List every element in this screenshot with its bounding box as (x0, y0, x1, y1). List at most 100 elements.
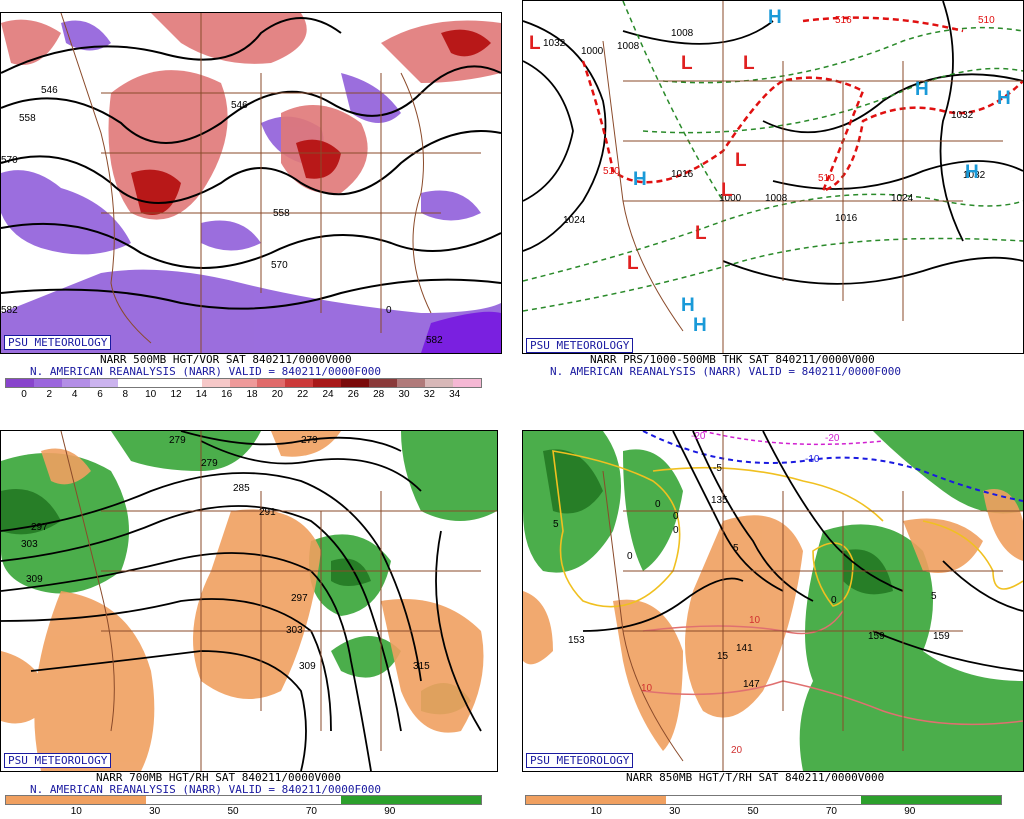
isobar-label: 1008 (617, 41, 640, 52)
colorbar-swatch (201, 379, 230, 387)
map-mslp-thickness: 1032 1000 1008 1008 1024 1016 1000 1008 … (522, 0, 1024, 354)
contour-label: 309 (26, 574, 43, 585)
colorbar-tick-label: 90 (384, 806, 396, 817)
low-pressure-center: L (743, 53, 755, 74)
colorbar-swatch (313, 379, 342, 387)
colorbar (525, 795, 1002, 805)
colorbar-swatch (665, 796, 694, 804)
colorbar-tick-label: 90 (904, 806, 916, 817)
contour-label: 297 (31, 522, 48, 533)
isobar-label: 1032 (543, 38, 566, 49)
temp-label: 10 (641, 683, 653, 694)
height-label: 159 (868, 631, 885, 642)
temp-label: 0 (627, 551, 633, 562)
colorbar-tick-label: 10 (145, 389, 157, 400)
contour-label: 570 (1, 155, 18, 166)
colorbar (5, 795, 482, 805)
temp-label: 20 (731, 745, 743, 756)
colorbar-tick-label: 50 (227, 806, 239, 817)
high-pressure-center: H (681, 295, 695, 316)
colorbar-swatch (553, 796, 582, 804)
height-label: 147 (743, 679, 760, 690)
colorbar-swatch (973, 796, 1001, 804)
colorbar-swatch (369, 796, 398, 804)
colorbar-swatch (89, 796, 118, 804)
low-pressure-center: L (627, 253, 639, 274)
isobar-label: 1016 (671, 169, 694, 180)
colorbar-swatch (285, 796, 314, 804)
colorbar-tick-label: 14 (195, 389, 207, 400)
temp-label: 5 (553, 519, 559, 530)
colorbar-swatch (889, 796, 918, 804)
colorbar-swatch (833, 796, 862, 804)
colorbar-swatch (526, 796, 554, 804)
colorbar-tick-label: 0 (21, 389, 27, 400)
contour-label: 315 (413, 661, 430, 672)
psu-meteorology-badge: PSU METEOROLOGY (4, 753, 112, 768)
colorbar-swatch (425, 379, 453, 387)
colorbar-swatch (637, 796, 666, 804)
thickness-label: 510 (818, 173, 835, 184)
colorbar-tick-label: 32 (423, 389, 435, 400)
high-pressure-center: H (768, 7, 782, 28)
colorbar-swatch (749, 796, 778, 804)
colorbar-swatch (453, 379, 481, 387)
colorbar-swatch (917, 796, 946, 804)
colorbar-tick-label: 6 (97, 389, 103, 400)
colorbar-ticks: 10 30 50 70 90 (525, 806, 1000, 818)
colorbar-ticks: 10 30 50 70 90 (5, 806, 480, 818)
contour-label: 279 (301, 435, 318, 446)
colorbar-swatch (777, 796, 806, 804)
contour-label: 303 (286, 625, 303, 636)
contour-label: 279 (169, 435, 186, 446)
temp-label: 0 (673, 525, 679, 536)
colorbar-tick-label: 30 (669, 806, 681, 817)
colorbar-swatch (61, 796, 90, 804)
high-pressure-center: H (915, 79, 929, 100)
high-pressure-center: H (633, 169, 647, 190)
contour-label: 0 (386, 305, 392, 316)
temp-label: 5 (733, 543, 739, 554)
colorbar-swatch (33, 796, 62, 804)
panel-caption: NARR 500MB HGT/VOR SAT 840211/0000V000 (100, 353, 352, 366)
isobar-label: 1008 (671, 28, 694, 39)
colorbar-tick-label: 10 (590, 806, 602, 817)
panel-850mb-temp-rh: 135 141 147 153 159 159 -20 -20 -10 -5 5… (520, 412, 1024, 819)
colorbar-swatch (341, 379, 370, 387)
colorbar-swatch (229, 379, 258, 387)
colorbar-swatch (6, 796, 34, 804)
map-700mb-rh: 279 279 279 285 291 297 303 309 297 303 … (0, 430, 498, 772)
panel-valid-caption: N. AMERICAN REANALYSIS (NARR) VALID = 84… (550, 365, 901, 378)
colorbar-tick-label: 28 (373, 389, 385, 400)
colorbar-swatch (201, 796, 230, 804)
panel-mslp-thickness: 1032 1000 1008 1008 1024 1016 1000 1008 … (520, 0, 1024, 400)
colorbar-tick-label: 12 (170, 389, 182, 400)
panel-700mb-rh: 279 279 279 285 291 297 303 309 297 303 … (0, 412, 505, 819)
isobar-label: 1000 (719, 193, 742, 204)
map-850mb-temp-rh: 135 141 147 153 159 159 -20 -20 -10 -5 5… (522, 430, 1024, 772)
contour-label: 291 (259, 507, 276, 518)
colorbar-swatch (693, 796, 722, 804)
temp-label: 5 (931, 591, 937, 602)
colorbar-swatch (145, 796, 174, 804)
panel-valid-caption: N. AMERICAN REANALYSIS (NARR) VALID = 84… (30, 783, 381, 796)
colorbar-swatch (609, 796, 638, 804)
colorbar-tick-label: 4 (71, 389, 78, 400)
contour-label: 546 (41, 85, 58, 96)
temp-label: 0 (655, 499, 661, 510)
colorbar-tick-label: 10 (70, 806, 82, 817)
contour-label: 303 (21, 539, 38, 550)
colorbar (5, 378, 482, 388)
colorbar-tick-label: 24 (322, 389, 334, 400)
colorbar-tick-label: 30 (149, 806, 161, 817)
colorbar-swatch (117, 796, 146, 804)
contour-label: 570 (271, 260, 288, 271)
colorbar-swatch (257, 379, 286, 387)
contour-label: 582 (1, 305, 18, 316)
temp-label: 0 (831, 595, 837, 606)
colorbar-tick-label: 2 (46, 389, 53, 400)
colorbar-tick-label: 18 (246, 389, 258, 400)
contour-label: 285 (233, 483, 250, 494)
colorbar-swatch (369, 379, 398, 387)
high-pressure-center: H (965, 162, 979, 183)
